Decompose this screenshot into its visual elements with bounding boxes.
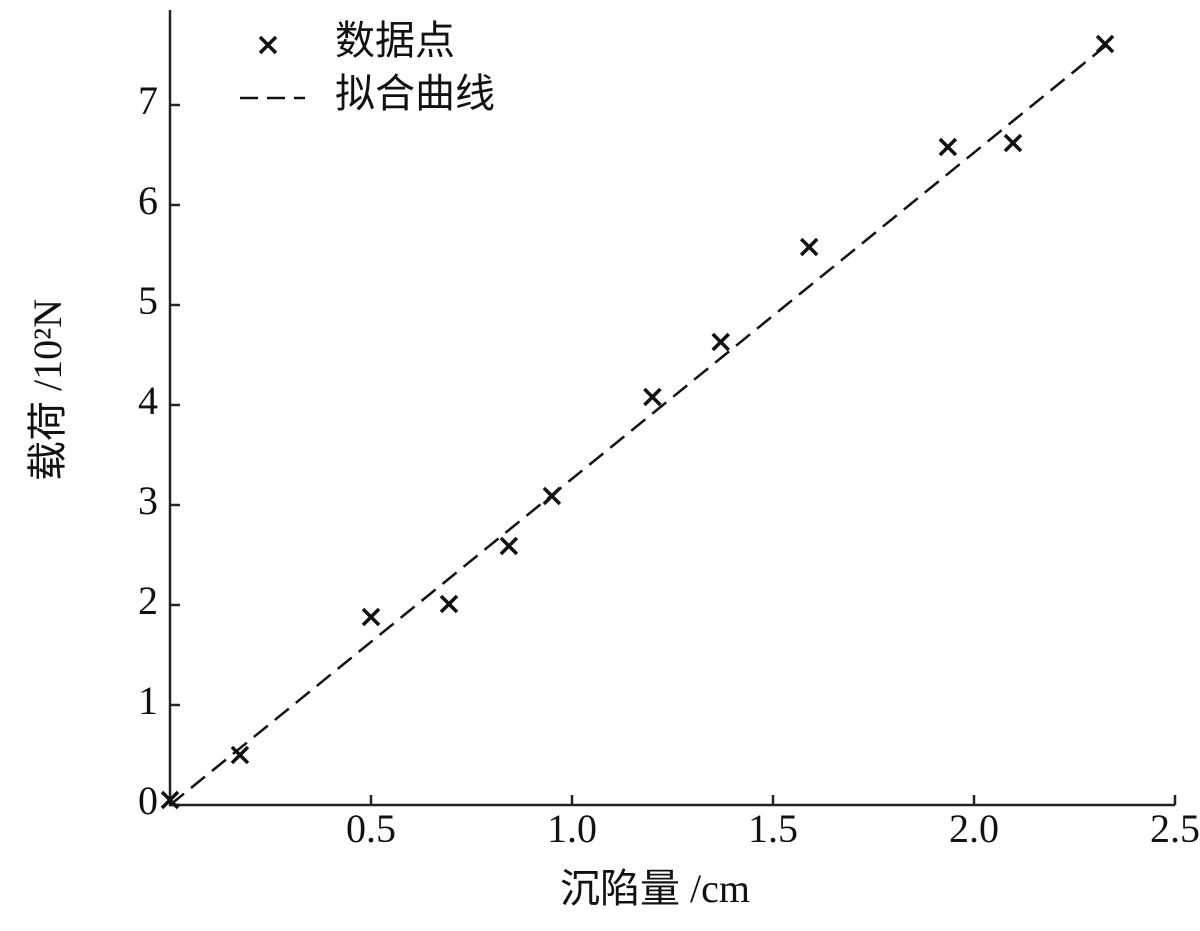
y-tick-label: 0 [138,778,158,823]
marker [439,594,459,614]
marker [711,332,730,352]
legend-marker [258,35,278,55]
marker [361,607,381,627]
marker [230,745,250,765]
fit-line [169,44,1108,806]
x-tick-label: 2.5 [1150,806,1200,851]
marker [160,790,180,810]
y-tick-label: 6 [138,178,158,223]
y-tick-label: 1 [138,678,158,723]
x-tick-label: 2.0 [949,806,999,851]
y-tick-label: 7 [138,78,158,123]
marker [499,536,519,556]
legend-label: 数据点 [335,18,455,63]
y-tick-label: 3 [138,478,158,523]
axes [168,10,1175,807]
y-tick-label: 2 [138,578,158,623]
marker [799,237,819,257]
marker [643,387,662,407]
y-tick-label: 4 [138,378,158,423]
x-tick-label: 1.0 [547,806,597,851]
marker [1003,133,1023,153]
x-tick-label: 1.5 [748,806,798,851]
x-tick-label: 0.5 [346,806,396,851]
y-tick-label: 5 [138,278,158,323]
legend-label: 拟合曲线 [335,71,495,116]
y-axis-label: 载荷 /10²N [25,299,70,481]
marker [938,137,958,157]
x-axis-label: 沉陷量 /cm [560,866,750,911]
